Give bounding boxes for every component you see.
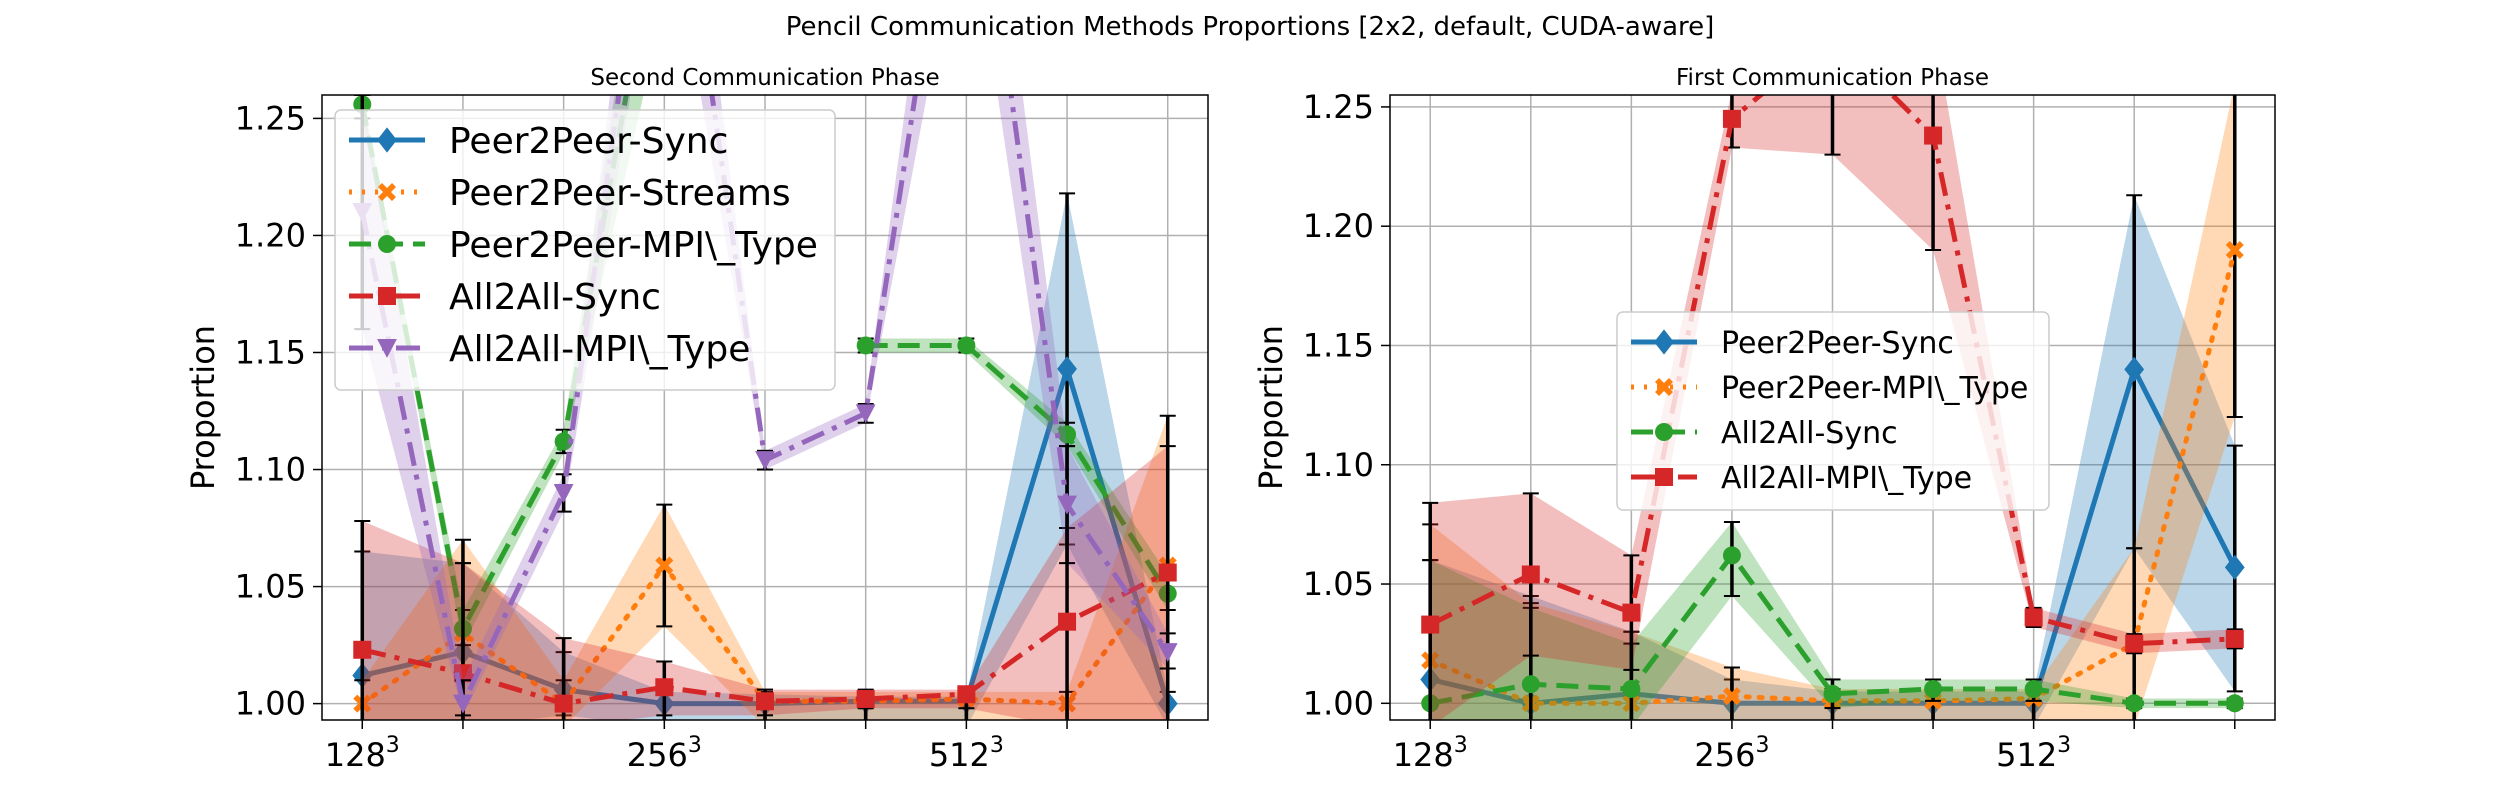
data-point (2125, 634, 2144, 653)
y-tick-label: 1.15 (1303, 326, 1374, 364)
confidence-band (1430, 95, 2235, 720)
y-axis-label: Proportion (1252, 325, 1290, 490)
confidence-band (1430, 195, 2235, 720)
data-point (1521, 565, 1540, 584)
data-point (1521, 675, 1540, 694)
legend: Peer2Peer-Sync Peer2Peer-MPI\_Type All2All… (1616, 311, 2050, 511)
legend-marker (378, 235, 396, 253)
data-point (655, 678, 674, 697)
legend-marker (1655, 423, 1673, 441)
series-line (865, 342, 1170, 595)
y-tick-label: 1.25 (235, 99, 306, 137)
data-point (1058, 612, 1077, 631)
data-point (1722, 109, 1741, 128)
data-point (2225, 241, 2244, 260)
data-point (453, 694, 473, 714)
data-point (554, 432, 573, 451)
data-point (2224, 554, 2245, 580)
y-tick-label: 1.20 (235, 216, 306, 254)
legend-marker (377, 339, 397, 358)
legend-marker (378, 183, 396, 201)
data-point (353, 640, 372, 659)
data-point (2024, 679, 2043, 698)
data-point (2124, 356, 2145, 382)
data-point (1823, 684, 1842, 703)
data-point (1057, 356, 1077, 382)
legend-frame (334, 109, 836, 391)
y-tick-label: 1.20 (1303, 207, 1374, 245)
data-point (1722, 546, 1741, 565)
data-point (655, 556, 674, 575)
data-point (1924, 679, 1943, 698)
series-line (1429, 95, 2235, 647)
data-point (2024, 608, 2043, 627)
y-axis-label: Proportion (184, 325, 222, 490)
data-point (1058, 425, 1077, 444)
legend-marker (1654, 329, 1674, 355)
legend-label: Peer2Peer-Sync (1721, 326, 1954, 361)
data-point (1622, 603, 1641, 622)
legend-marker (378, 287, 396, 305)
data-point (1824, 26, 1842, 44)
data-point (2225, 629, 2244, 648)
y-tick-label: 1.10 (235, 451, 306, 489)
data-point (554, 694, 573, 713)
chart-title: First Communication Phase (1676, 65, 1989, 91)
legend-label: Peer2Peer-MPI\_Type (1721, 371, 2028, 406)
data-point (755, 451, 775, 471)
data-point (2225, 694, 2244, 713)
series-4 (1421, 26, 2244, 720)
legend-marker (377, 127, 397, 153)
data-point (1622, 679, 1641, 698)
x-tick-label: 1283 (325, 733, 400, 774)
data-point (1057, 495, 1077, 515)
legend-marker (1655, 468, 1673, 486)
data-point (957, 336, 976, 355)
data-point (856, 336, 875, 355)
data-point (1421, 615, 1440, 634)
confidence-band (362, 415, 1168, 720)
data-point (2125, 694, 2144, 713)
chart-panel-2: 1.00 1.05 1.10 1.15 1.20 1.25 1283 2563 5123 Firs… (1252, 26, 2276, 774)
data-point (1158, 563, 1177, 582)
legend-label: All2All-Sync (1721, 416, 1898, 451)
data-point (957, 685, 976, 704)
legend-label: Peer2Peer-MPI\_Type (449, 225, 818, 266)
series-line (1429, 551, 2235, 706)
y-tick-label: 1.05 (235, 568, 306, 606)
data-point (855, 404, 876, 424)
x-tick-label: 5123 (929, 733, 1004, 774)
y-tick-label: 1.00 (1303, 684, 1374, 722)
x-tick-label: 2563 (627, 733, 702, 774)
figure-title: Pencil Communication Methods Proportions… (785, 12, 1715, 42)
y-tick-label: 1.00 (235, 685, 306, 723)
y-tick-label: 1.05 (1303, 565, 1374, 603)
data-point (856, 689, 875, 708)
y-tick-label: 1.15 (235, 333, 306, 371)
legend: Peer2Peer-Sync Peer2Peer-Streams Peer2Peer… (334, 109, 836, 391)
data-point (1924, 126, 1943, 145)
legend-label: Peer2Peer-Streams (449, 173, 791, 214)
data-point (756, 692, 774, 711)
x-tick-label: 1283 (1393, 733, 1468, 774)
x-tick-label: 2563 (1694, 733, 1769, 774)
series-line (1427, 247, 2238, 706)
plot-area (1420, 26, 2245, 720)
legend-frame (1616, 311, 2050, 511)
chart-title: Second Communication Phase (590, 65, 939, 91)
legend-marker (1655, 378, 1673, 396)
y-tick-label: 1.25 (1303, 88, 1374, 126)
data-point (1157, 643, 1178, 663)
y-tick-label: 1.10 (1303, 446, 1374, 484)
legend-label: All2All-MPI\_Type (449, 329, 750, 370)
data-point (553, 483, 574, 503)
data-point (1722, 687, 1741, 706)
chart-panel-1: 1.00 1.05 1.10 1.15 1.20 1.25 1283 2563 5123 Seco… (184, 65, 1209, 774)
legend-label: All2All-MPI\_Type (1721, 461, 1972, 496)
x-tick-label: 5123 (1996, 733, 2071, 774)
legend-label: Peer2Peer-Sync (449, 121, 728, 162)
legend-label: All2All-Sync (449, 277, 661, 318)
